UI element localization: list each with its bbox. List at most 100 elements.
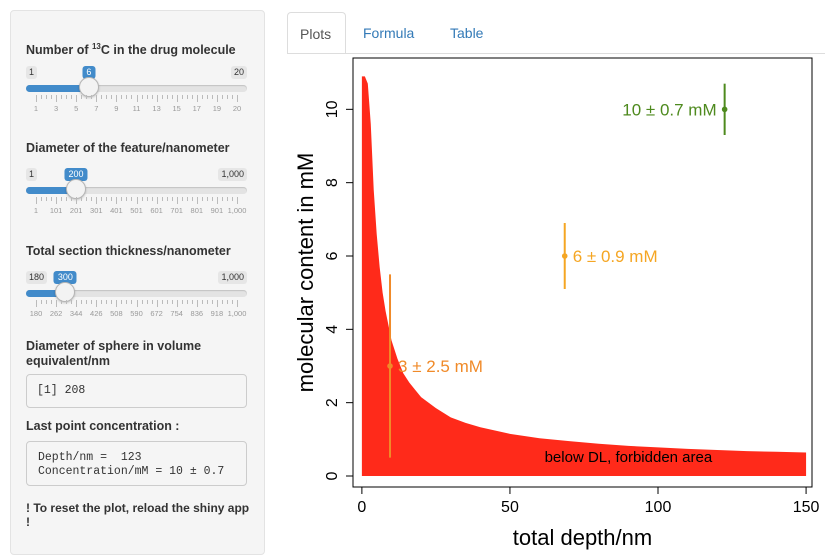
- slider-tick-label: 401: [110, 206, 123, 215]
- slider-tick-label: 5: [74, 104, 79, 113]
- slider-tick-label: 1,000: [227, 206, 247, 215]
- slider-tick: [231, 95, 233, 99]
- slider-track[interactable]: [26, 290, 247, 297]
- slider-tick: [156, 300, 158, 307]
- slider-tick-label: 17: [192, 104, 201, 113]
- slider-handle[interactable]: [66, 179, 87, 199]
- slider-handle[interactable]: [78, 77, 99, 97]
- slider-tick: [211, 300, 213, 304]
- slider-tick: [116, 197, 118, 204]
- slider-tick-label: 15: [172, 104, 181, 113]
- slider-tick-label: 801: [190, 206, 204, 215]
- slider-tick: [221, 95, 223, 99]
- slider-tick: [151, 95, 153, 99]
- slider-tick: [51, 95, 53, 99]
- sphere-diameter-label: Diameter of sphere in volume equivalent/…: [26, 339, 202, 368]
- y-tick-label: 8: [324, 178, 341, 187]
- slider-tick: [61, 95, 63, 99]
- slider-tick: [146, 197, 148, 201]
- tab-plots[interactable]: Plots: [287, 12, 346, 54]
- slider-tick: [206, 95, 208, 99]
- slider-tick: [131, 300, 133, 304]
- slider-tick: [136, 300, 138, 307]
- slider-tick: [181, 95, 183, 99]
- slider-tick: [86, 95, 88, 99]
- slider-tick: [171, 95, 173, 99]
- slider-tick-label: 836: [190, 309, 204, 318]
- carbon-count-slider[interactable]: 1 20 6 1 3 5 7 9 11 13 15 17 19 20: [26, 66, 247, 124]
- slider-tick: [186, 197, 188, 201]
- slider-tick: [106, 197, 108, 201]
- y-tick-label: 2: [324, 398, 341, 407]
- slider-min-label: 180: [26, 271, 48, 284]
- slider-ticks: [26, 197, 247, 205]
- tab-table[interactable]: Table: [450, 25, 484, 41]
- slider-tick: [81, 197, 83, 201]
- slider-tick-label: 262: [49, 309, 63, 318]
- slider-ticks: [26, 95, 247, 103]
- slider-tick: [36, 300, 37, 307]
- slider-track[interactable]: [26, 85, 247, 92]
- slider-tick: [96, 197, 98, 204]
- slider-tick-labels: 180 262 344 426 508 590 672 754 836 918 1,000: [26, 309, 247, 319]
- slider-tick: [126, 300, 128, 304]
- slider-tick: [176, 95, 178, 102]
- slider-tick: [191, 300, 193, 304]
- y-tick-label: 4: [324, 325, 341, 334]
- slider-tick-label: 101: [49, 206, 63, 215]
- slider-tick: [101, 95, 103, 99]
- slider-tick-label: 672: [150, 309, 163, 318]
- slider-tick: [41, 95, 43, 99]
- slider-tick: [201, 95, 203, 99]
- slider-track[interactable]: [26, 187, 247, 194]
- slider-tick: [61, 300, 63, 304]
- plot-frame: [352, 57, 813, 488]
- slider-tick: [116, 300, 118, 307]
- slider-tick: [146, 300, 148, 304]
- tab-formula[interactable]: Formula: [363, 25, 415, 41]
- slider-tick: [141, 197, 143, 201]
- slider-tick-label: 754: [170, 309, 183, 318]
- slider-tick: [166, 300, 168, 304]
- slider-tick: [116, 95, 118, 102]
- slider-tick: [91, 197, 93, 201]
- slider-tick: [211, 95, 213, 99]
- slider-tick: [51, 197, 53, 201]
- slider-tick: [231, 197, 233, 201]
- slider-max-label: 20: [230, 66, 247, 79]
- slider-tick: [141, 300, 143, 304]
- slider-tick: [141, 95, 143, 99]
- slider-tick: [36, 197, 37, 204]
- slider-tick: [166, 95, 168, 99]
- slider-tick: [76, 300, 78, 307]
- y-tick-label: 6: [324, 251, 341, 260]
- slider-tick: [206, 197, 208, 201]
- feature-diameter-slider[interactable]: 1 1,000 200 1 101 201 301 401 501 601 701 801 901 1,0…: [26, 168, 247, 226]
- slider-tick: [201, 300, 203, 304]
- slider-ticks: [26, 300, 247, 308]
- last-point-depth: Depth/nm = 123: [38, 451, 142, 464]
- slider-tick: [237, 197, 238, 204]
- slider-tick-label: 7: [94, 104, 99, 113]
- slider-tick: [206, 300, 208, 304]
- data-point: [561, 253, 568, 259]
- slider-fill: [26, 187, 77, 194]
- slider-tick: [156, 95, 158, 102]
- slider-tick: [237, 300, 238, 307]
- slider-tick: [237, 95, 238, 102]
- slider-handle[interactable]: [55, 282, 76, 302]
- slider-tick: [176, 300, 178, 307]
- slider-min-label: 1: [26, 66, 38, 79]
- feature-diameter-label: Diameter of the feature/nanometer: [26, 141, 230, 155]
- slider-tick-label: 590: [130, 309, 143, 318]
- slider-tick-label: 9: [114, 104, 119, 113]
- slider-tick: [56, 95, 58, 102]
- slider-tick: [131, 95, 133, 99]
- slider-tick: [121, 95, 123, 99]
- slider-tick: [76, 95, 78, 102]
- section-thickness-slider[interactable]: 180 1,000 300 180 262 344 426 508 590 672 754 836 91…: [26, 271, 247, 329]
- sphere-diameter-value: [1] 208: [37, 384, 86, 397]
- sidebar-panel: Number of 13C in the drug molecule 1 20 6 1…: [10, 10, 265, 555]
- slider-tick: [211, 197, 213, 201]
- slider-tick: [216, 197, 218, 204]
